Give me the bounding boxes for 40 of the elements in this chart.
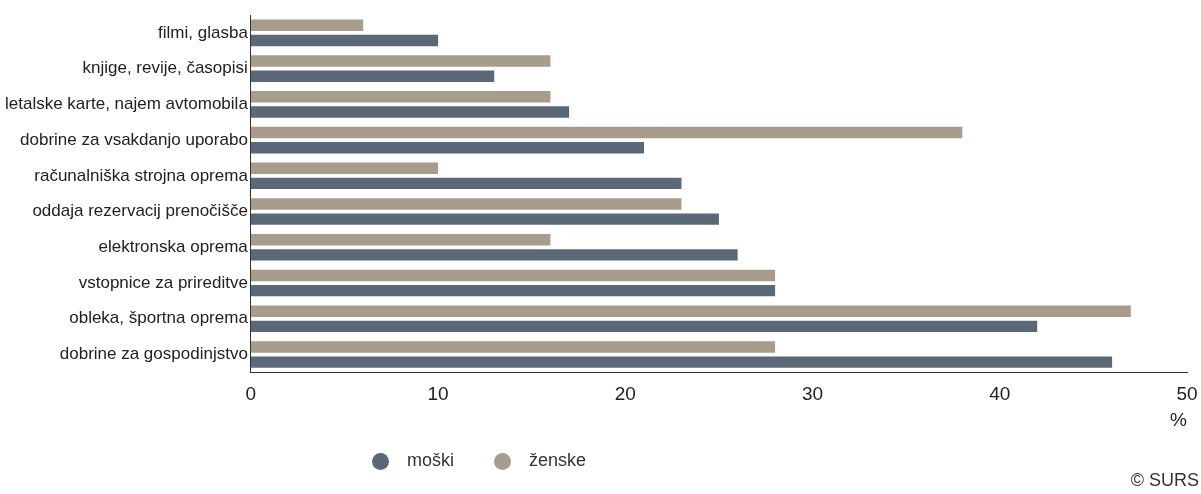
- y-tick-label: elektronska oprema: [98, 237, 249, 256]
- bar: [250, 269, 776, 282]
- legend-label: moški: [406, 450, 455, 471]
- y-tick-label: dobrine za vsakdanjo uporabo: [20, 129, 248, 149]
- bar: [250, 34, 439, 47]
- bar: [250, 234, 551, 246]
- bar: [250, 341, 776, 353]
- bar: [250, 91, 551, 103]
- y-tick-label: filmi, glasba: [158, 22, 249, 42]
- x-tick-label: 0: [245, 383, 257, 405]
- bar: [250, 305, 1131, 317]
- x-tick-label: 40: [989, 383, 1011, 405]
- bar: [250, 249, 738, 261]
- text: © SURS: [1130, 469, 1199, 490]
- bar: [250, 356, 1113, 368]
- y-tick-label: letalske karte, najem avtomobila: [5, 94, 249, 114]
- y-tick-label: oddaja rezervacij prenočišče: [32, 201, 248, 221]
- y-tick-label: obleka, športna oprema: [69, 308, 249, 328]
- bar: [250, 19, 364, 31]
- bar: [250, 213, 719, 225]
- y-tick-label: računalniška strojna oprema: [34, 165, 249, 185]
- y-tick-label: vstopnice za prireditve: [78, 272, 248, 292]
- bar: [250, 70, 495, 82]
- bar: [250, 55, 551, 67]
- bar: [250, 320, 1038, 333]
- bar: [250, 162, 439, 174]
- bar: [250, 177, 682, 190]
- y-tick-label: dobrine za gospodinjstvo: [59, 344, 248, 364]
- bar: [250, 284, 776, 297]
- x-tick-label: 30: [801, 383, 824, 405]
- bar: [250, 141, 645, 154]
- legend-label: ženske: [528, 450, 587, 471]
- x-tick-label: 10: [427, 383, 449, 405]
- bar: [250, 126, 963, 139]
- x-axis-title: %: [1170, 408, 1188, 430]
- bar: [250, 198, 682, 210]
- x-tick-label: 50: [1176, 383, 1198, 405]
- y-tick-label: knjige, revije, časopisi: [82, 58, 248, 78]
- bar: [250, 106, 570, 118]
- x-tick-label: 20: [614, 383, 636, 405]
